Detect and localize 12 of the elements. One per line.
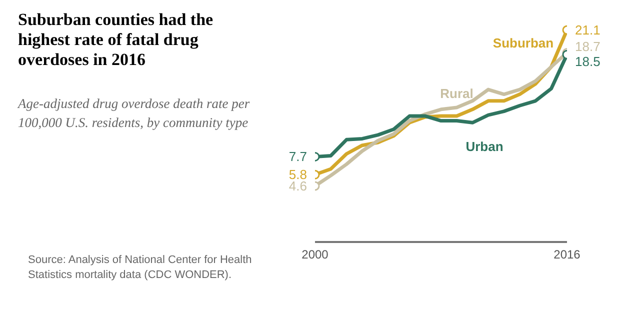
text: Suburban counties had the highest rate of fatal drug overdoses in 2016 xyxy=(18,10,214,70)
data-label: 21.1 xyxy=(575,22,600,38)
data-label: 18.7 xyxy=(575,39,600,54)
data-label: 18.5 xyxy=(575,54,600,70)
x-tick-label: 2016 xyxy=(554,248,581,262)
series-label: Urban xyxy=(466,139,504,154)
source-note: Source: Analysis of National Center for Health Statistics mortality data (CDC WONDER). xyxy=(28,253,253,283)
x-tick-label: 2000 xyxy=(302,248,329,262)
series-label: Suburban xyxy=(492,35,554,50)
data-label: 7.7 xyxy=(288,149,307,164)
text: Age-adjusted drug overdose death rate per 100,000 U.S. residents, by community type xyxy=(18,95,251,132)
series-label: Rural xyxy=(440,86,474,102)
